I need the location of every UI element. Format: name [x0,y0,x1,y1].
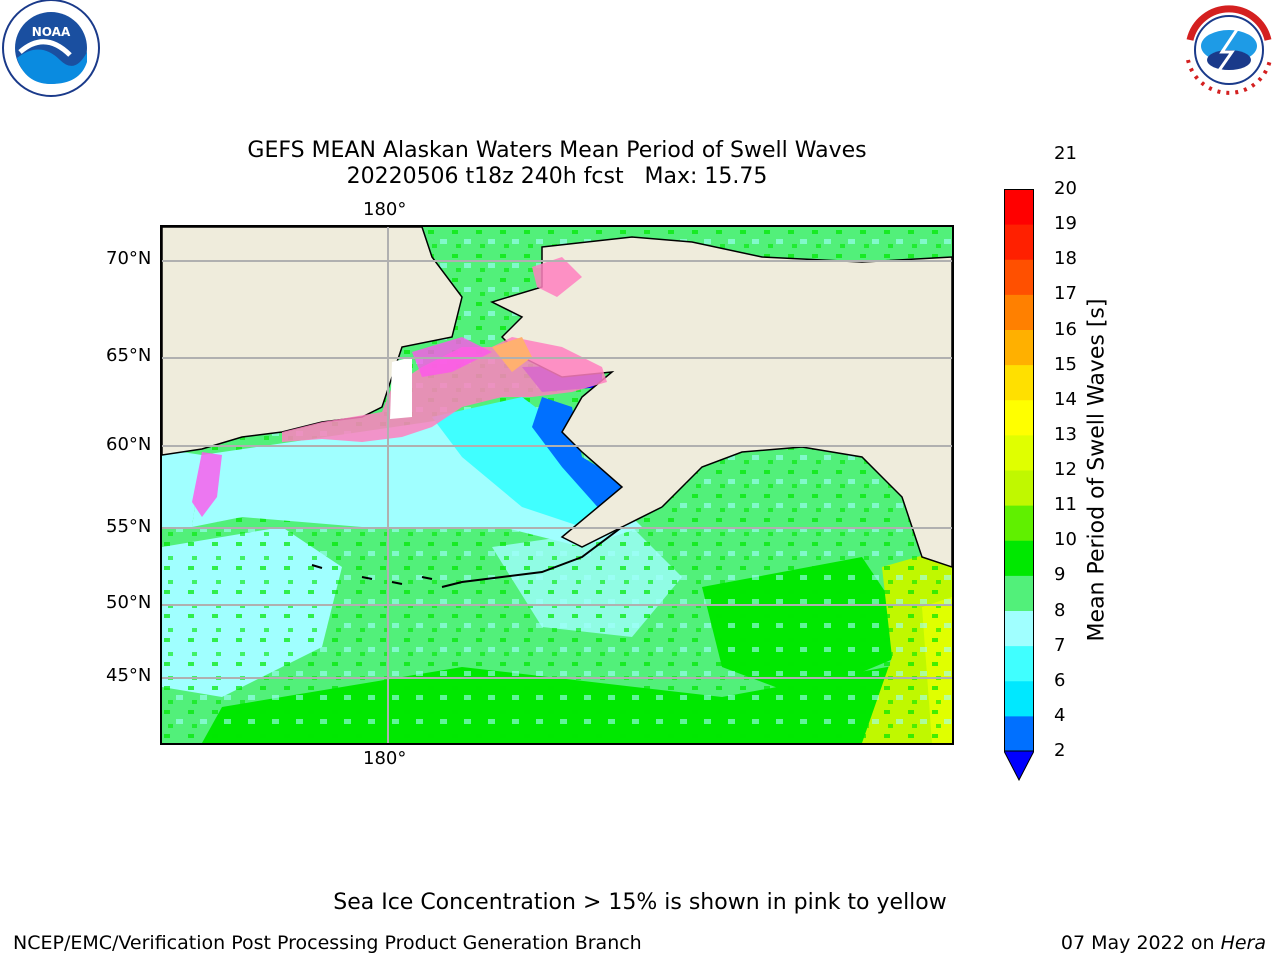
colorbar-segment [1004,399,1034,436]
lat-label-60: 60°N [106,434,152,455]
colorbar-tick-label: 17 [1054,283,1077,305]
map-svg [162,227,952,743]
sea-ice-chukchi [532,257,582,297]
colorbar-segment [1004,575,1034,611]
colorbar-segment [1004,505,1034,541]
colorbar-segment [1004,294,1034,330]
lat-label-70: 70°N [106,248,152,269]
no-data-area [390,357,412,419]
bering-inner [432,397,622,527]
footer-right: 07 May 2022 on Hera [1061,932,1266,954]
colorbar-segment [1004,680,1034,717]
colorbar-outline [1004,189,1034,752]
colorbar-segment [1004,610,1034,647]
chart-subtitle: 20220506 t18z 240h fcst Max: 15.75 [346,164,768,189]
nws-logo [1181,2,1277,98]
colorbar-tick-label: 12 [1054,459,1077,480]
colorbar [1004,189,1034,781]
noaa-logo: NOAA [2,0,100,97]
lat-label-55: 55°N [106,516,152,537]
colorbar-tick-label: 4 [1054,704,1066,726]
lat-label-50: 50°N [106,592,152,613]
chart-title: GEFS MEAN Alaskan Waters Mean Period of … [247,138,867,163]
noaa-logo-text: NOAA [32,25,71,39]
colorbar-tick-label: 19 [1054,213,1077,235]
lon-label-top: 180° [363,199,407,220]
sea-ice-note: Sea Ice Concentration > 15% is shown in … [333,890,947,915]
colorbar-tick-label: 2 [1054,740,1066,761]
footer-left: NCEP/EMC/Verification Post Processing Pr… [13,932,642,954]
colorbar-segment [1004,434,1034,471]
colorbar-segment [1004,259,1034,295]
colorbar-tick-label: 13 [1054,423,1077,445]
colorbar-tick-label: 20 [1054,178,1077,199]
colorbar-tick-label: 15 [1054,353,1077,375]
colorbar-segment [1004,364,1034,401]
colorbar-segment [1004,540,1034,576]
colorbar-segment [1004,645,1034,682]
colorbar-tick-label: 9 [1054,564,1066,586]
colorbar-segment [1004,715,1034,752]
colorbar-extend-triangle [1004,750,1034,781]
colorbar-segment [1004,224,1034,260]
colorbar-tick-label: 6 [1054,669,1066,691]
aleutian-islands [441,526,623,588]
colorbar-tick-label: 21 [1054,142,1077,164]
colorbar-label: Mean Period of Swell Waves [s] [1084,298,1110,642]
lat-label-45: 45°N [106,665,152,686]
colorbar-tick-label: 8 [1054,599,1066,621]
colorbar-tick-label: 11 [1054,494,1077,516]
sea-ice-orange [492,337,532,372]
colorbar-tick-label: 16 [1054,318,1077,340]
colorbar-tick-label: 18 [1054,248,1077,270]
footer-date: 07 May 2022 on [1060,932,1221,954]
colorbar-tick-label: 14 [1054,388,1077,410]
lon-label-bottom: 180° [363,748,407,769]
colorbar-tick-label: 10 [1054,529,1077,551]
sea-ice-kamchatka [192,452,222,517]
colorbar-segment [1004,470,1034,506]
kamchatka-coast-water [162,449,202,527]
bristol-bay-short-swell [532,397,642,512]
colorbar-tick-label: 7 [1054,634,1066,656]
map-panel [160,225,954,745]
lat-label-65: 65°N [106,345,152,366]
footer-host: Hera [1220,932,1266,954]
sea-ice-bering [282,337,607,442]
colorbar-segment [1004,189,1034,225]
aleutian-west [311,564,433,585]
colorbar-segment [1004,329,1034,366]
